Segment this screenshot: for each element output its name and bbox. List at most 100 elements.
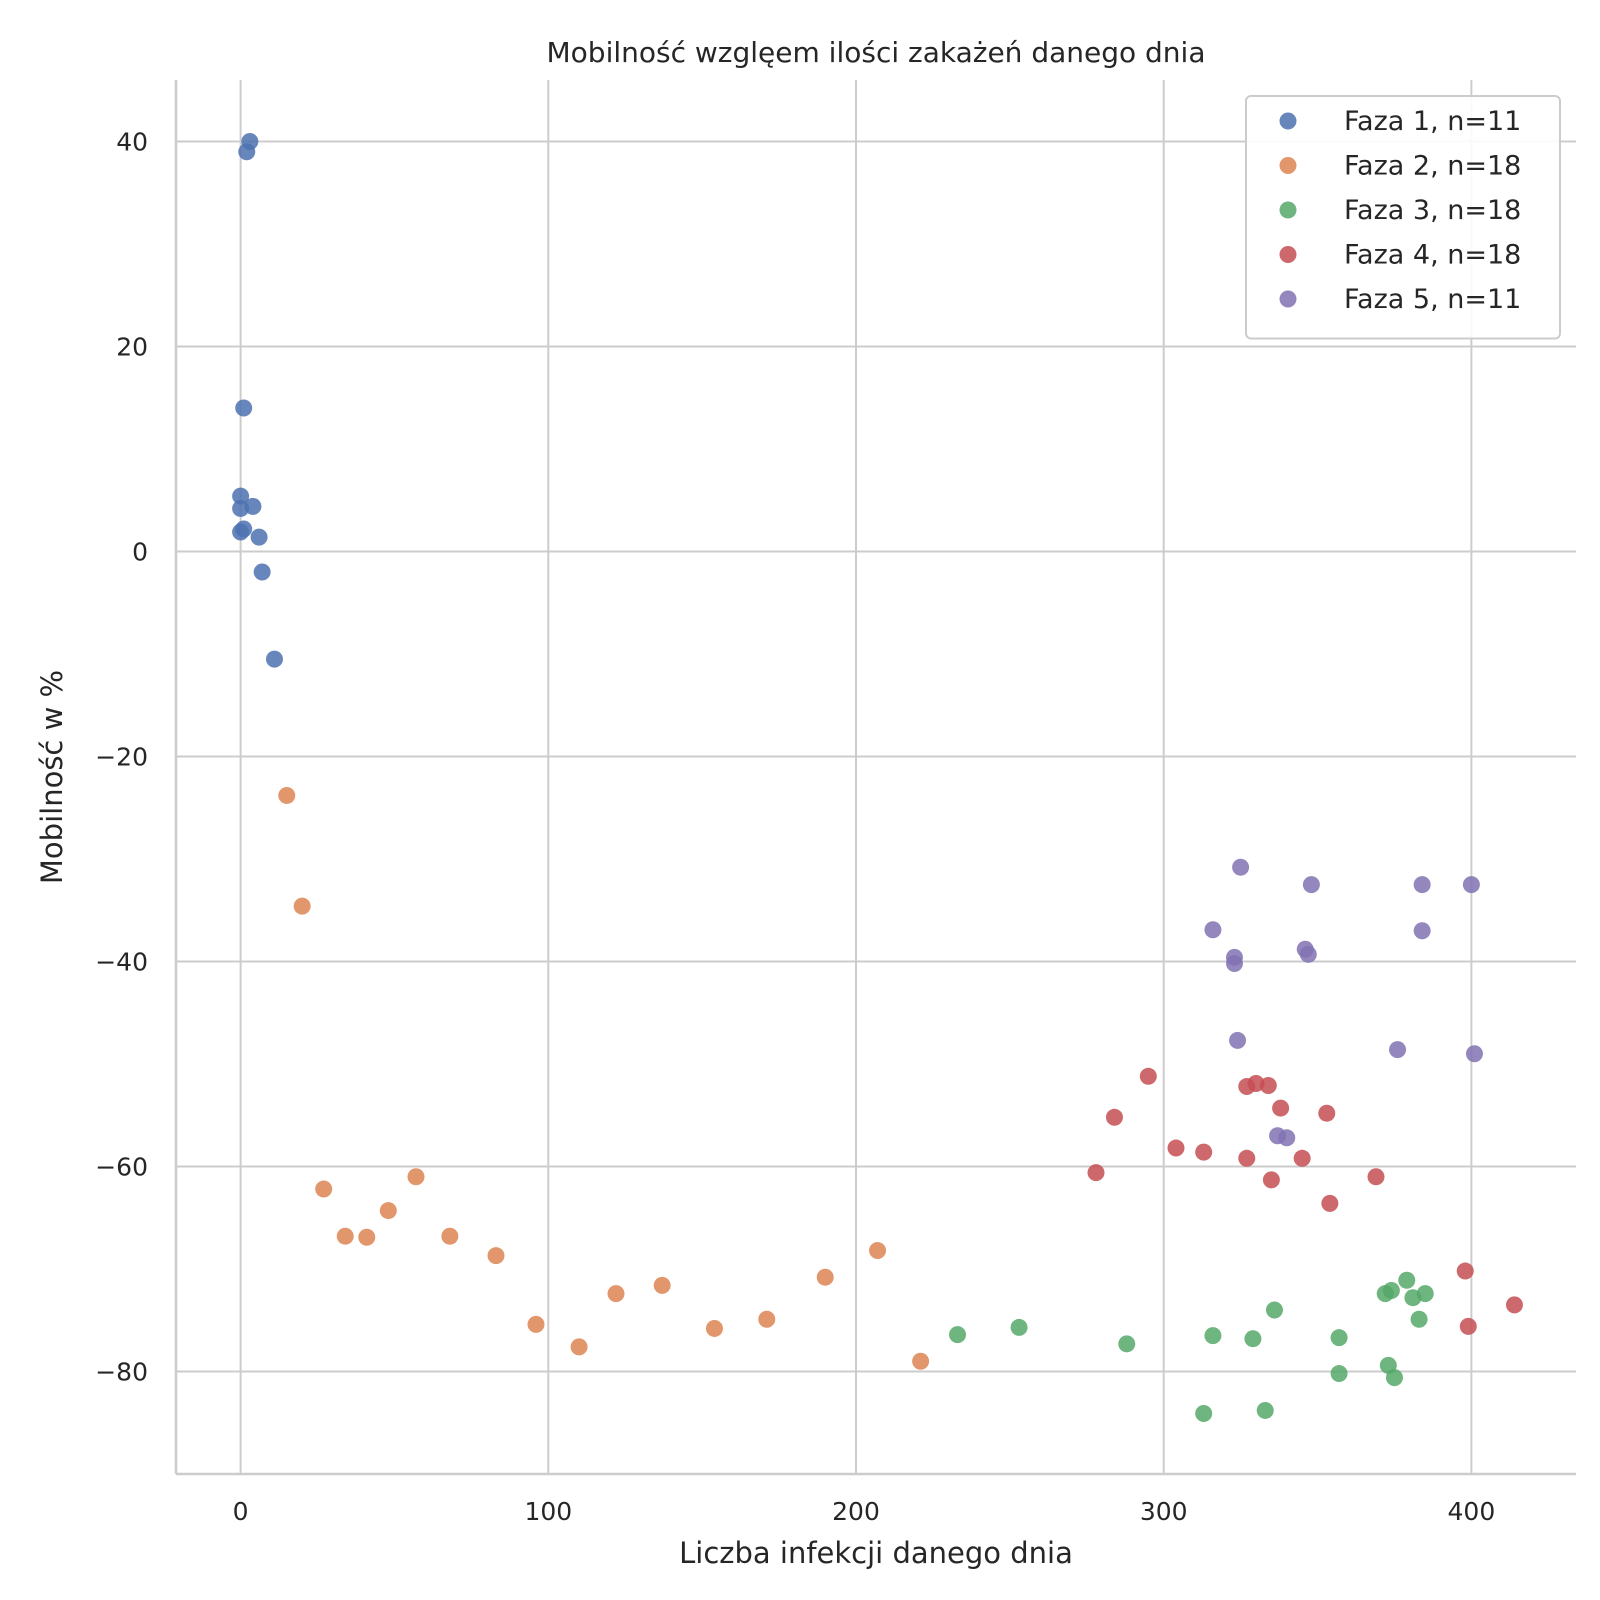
data-point <box>1139 1067 1157 1085</box>
legend-label: Faza 3, n=18 <box>1344 195 1521 226</box>
data-point <box>1299 945 1317 963</box>
legend-box <box>1245 95 1561 340</box>
data-point <box>949 1326 967 1344</box>
data-point <box>705 1319 723 1337</box>
x-axis-ticks: 0 100 200 300 400 <box>233 1497 1496 1526</box>
y-axis-label: Mobilność w % <box>35 670 69 884</box>
data-point <box>758 1310 776 1328</box>
data-point <box>1456 1262 1474 1280</box>
legend-marker <box>1279 201 1297 219</box>
data-point <box>379 1202 397 1220</box>
grid-lines <box>176 80 1576 1474</box>
legend-label: Faza 2, n=18 <box>1344 151 1521 182</box>
data-point <box>487 1247 505 1265</box>
series-3 <box>949 1271 1434 1423</box>
data-point <box>1321 1194 1339 1212</box>
series-1 <box>232 133 283 668</box>
data-point <box>1167 1139 1185 1157</box>
legend-label: Faza 4, n=18 <box>1344 240 1521 271</box>
data-point <box>1265 1301 1283 1319</box>
data-point <box>1416 1285 1434 1303</box>
legend-marker <box>1279 112 1297 130</box>
data-point <box>250 528 268 546</box>
data-point <box>1389 1041 1407 1059</box>
x-tick-label: 200 <box>832 1497 880 1526</box>
series-2 <box>278 786 930 1370</box>
data-point <box>1238 1149 1256 1167</box>
data-point <box>1459 1317 1477 1335</box>
legend-label: Faza 1, n=11 <box>1344 106 1521 137</box>
data-point <box>1225 955 1243 973</box>
chart-title: Mobilność wzglęem ilości zakażeń danego … <box>547 36 1206 69</box>
x-tick-label: 300 <box>1140 1497 1188 1526</box>
data-point <box>1413 922 1431 940</box>
data-point <box>1010 1318 1028 1336</box>
data-point <box>407 1168 425 1186</box>
data-point <box>1398 1271 1416 1289</box>
data-point <box>441 1227 459 1245</box>
data-point <box>1462 876 1480 894</box>
data-point <box>1330 1365 1348 1383</box>
data-point <box>1293 1149 1311 1167</box>
data-point <box>1262 1171 1280 1189</box>
data-point <box>1385 1369 1403 1387</box>
y-tick-label: −80 <box>95 1358 148 1387</box>
y-tick-label: 40 <box>116 128 148 157</box>
data-point <box>1272 1099 1290 1117</box>
data-point <box>336 1227 354 1245</box>
data-point <box>1413 876 1431 894</box>
x-tick-label: 400 <box>1448 1497 1496 1526</box>
y-tick-label: 0 <box>132 538 148 567</box>
y-tick-label: 20 <box>116 333 148 362</box>
data-point <box>1330 1329 1348 1347</box>
data-point <box>232 487 250 505</box>
axes-spines <box>174 80 1576 1476</box>
data-point <box>607 1285 625 1303</box>
data-point <box>1259 1077 1277 1095</box>
data-point <box>816 1268 834 1286</box>
data-point <box>1087 1164 1105 1182</box>
data-point <box>527 1315 545 1333</box>
legend-label: Faza 5, n=11 <box>1344 284 1521 315</box>
data-point <box>1505 1296 1523 1314</box>
data-point <box>235 399 253 417</box>
data-point <box>1204 1327 1222 1345</box>
data-point <box>1195 1405 1213 1423</box>
data-point <box>1118 1335 1136 1353</box>
y-tick-label: −40 <box>95 948 148 977</box>
legend-marker <box>1279 246 1297 263</box>
y-tick-label: −20 <box>95 743 148 772</box>
data-point <box>653 1276 671 1294</box>
data-point <box>265 650 283 668</box>
data-point <box>244 497 262 515</box>
data-point <box>253 563 271 581</box>
data-point <box>1232 858 1250 876</box>
data-point <box>1410 1310 1428 1328</box>
legend: Faza 1, n=11 Faza 2, n=18 Faza 3, n=18 Faza… <box>1245 95 1561 340</box>
data-point <box>315 1180 333 1198</box>
x-tick-label: 100 <box>524 1497 572 1526</box>
data-point <box>358 1228 376 1246</box>
legend-marker <box>1279 157 1297 174</box>
legend-marker <box>1279 290 1297 308</box>
data-point <box>1302 876 1320 894</box>
data-point <box>869 1242 887 1260</box>
data-points <box>232 133 1523 1423</box>
data-point <box>1244 1330 1262 1348</box>
data-point <box>1204 921 1222 939</box>
series-5 <box>1204 858 1483 1147</box>
y-axis-ticks: 40 20 0 −20 −40 −60 −80 <box>95 128 148 1387</box>
data-point <box>232 523 250 541</box>
data-point <box>1318 1104 1336 1122</box>
data-point <box>293 897 311 915</box>
data-point <box>1105 1108 1123 1126</box>
data-point <box>1195 1143 1213 1161</box>
data-point <box>1367 1168 1385 1186</box>
data-point <box>1256 1401 1274 1419</box>
data-point <box>1382 1282 1400 1300</box>
data-point <box>1465 1045 1483 1063</box>
series-4 <box>1087 1067 1523 1335</box>
data-point <box>1229 1031 1247 1049</box>
data-point <box>1278 1129 1296 1147</box>
